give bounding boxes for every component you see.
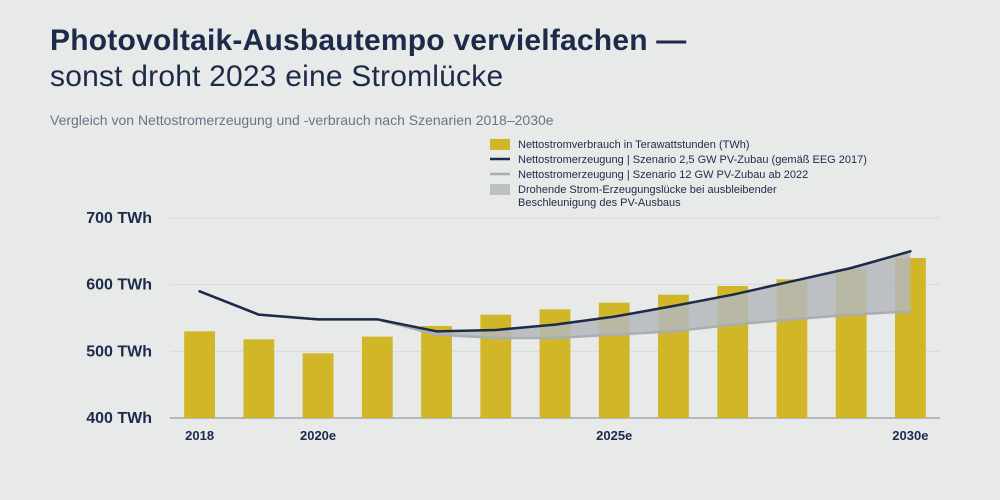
subtitle: Vergleich von Nettostromerzeugung und -v… — [50, 112, 950, 128]
y-tick-label: 600 TWh — [86, 277, 152, 294]
bar — [243, 339, 274, 418]
x-tick-label: 2030e — [892, 428, 928, 443]
y-tick-label: 700 TWh — [86, 210, 152, 227]
y-tick-label: 500 TWh — [86, 343, 152, 360]
bar — [184, 331, 215, 418]
chart-svg: 400 TWh 500 TWh 600 TWh 700 TWh 2018 2020e 202… — [50, 138, 950, 458]
x-tick-label: 2018 — [185, 428, 214, 443]
x-tick-label: 2025e — [596, 428, 632, 443]
legend-label: Nettostromverbrauch in Terawattstunden (… — [518, 139, 750, 151]
bar — [362, 337, 393, 418]
legend-label: Beschleunigung des PV-Ausbaus — [518, 197, 681, 209]
legend-label: Nettostromerzeugung | Szenario 2,5 GW PV… — [518, 154, 867, 166]
title-light: sonst droht 2023 eine Stromlücke — [50, 60, 950, 94]
x-tick-label: 2020e — [300, 428, 336, 443]
legend-swatch-bar — [490, 139, 510, 150]
bar — [303, 353, 334, 418]
title-bold: Photovoltaik-Ausbautempo vervielfachen — — [50, 24, 950, 58]
legend-swatch-area — [490, 184, 510, 195]
legend-label: Nettostromerzeugung | Szenario 12 GW PV-… — [518, 169, 808, 181]
y-tick-label: 400 TWh — [86, 410, 152, 427]
legend-label: Drohende Strom-Erzeugungslücke bei ausbl… — [518, 184, 777, 196]
bar — [421, 326, 452, 418]
chart: 400 TWh 500 TWh 600 TWh 700 TWh 2018 2020e 202… — [50, 138, 950, 458]
